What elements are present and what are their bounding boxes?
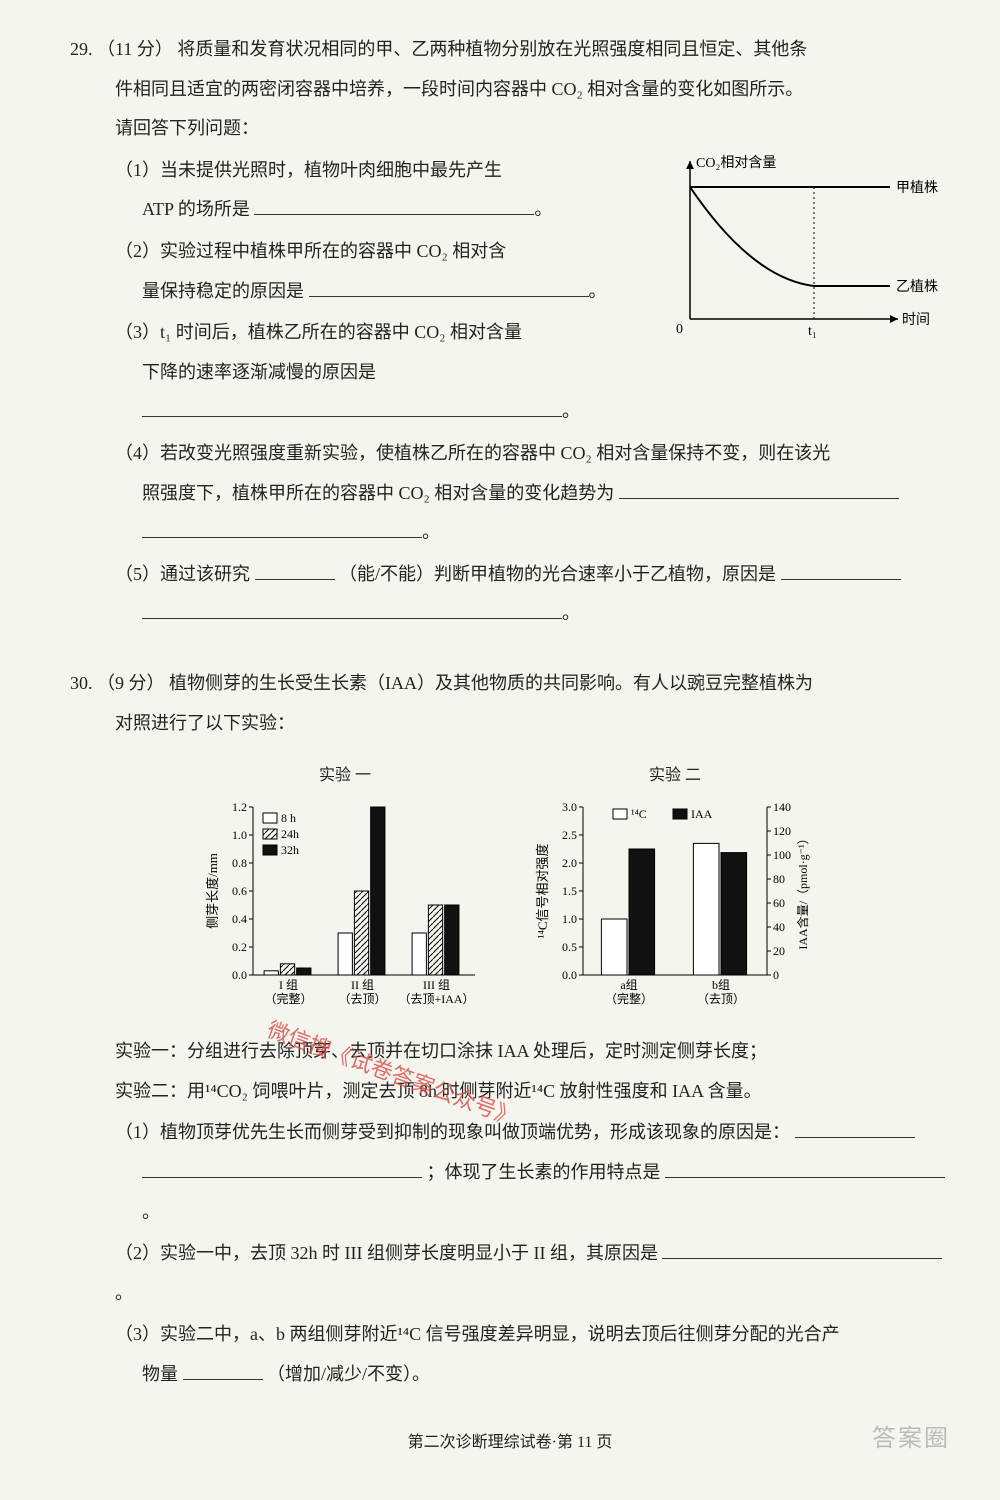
svg-text:IAA: IAA [691, 807, 713, 821]
blank [795, 1117, 915, 1139]
svg-text:0.2: 0.2 [232, 940, 247, 954]
exp2-line: 实验二：用¹⁴CO₂ 饲喂叶片，测定去顶 8h 时侧芽附近¹⁴C 放射性强度和 … [70, 1072, 950, 1112]
q30-p2: （2）实验一中，去顶 32h 时 III 组侧芽长度明显小于 II 组，其原因是 [115, 1243, 658, 1263]
svg-text:0.4: 0.4 [232, 912, 247, 926]
blank [142, 598, 562, 620]
q29-p5a: （5）通过该研究 [115, 564, 250, 584]
q29-p5b: （能/不能）判断甲植物的光合速率小于乙植物，原因是 [339, 564, 776, 584]
svg-text:32h: 32h [281, 843, 299, 857]
blank [662, 1238, 942, 1260]
q30-charts: 实验 一 0.00.20.40.60.81.01.2侧芽长度/mmI 组（完整）… [70, 758, 950, 1017]
svg-text:0: 0 [773, 968, 779, 982]
q29-p4b: 照强度下，植株甲所在的容器中 CO₂ 相对含量的变化趋势为 [142, 483, 614, 503]
q30-stem-a: 植物侧芽的生长受生长素（IAA）及其他物质的共同影响。有人以豌豆完整植株为 [169, 673, 813, 693]
svg-text:2.5: 2.5 [562, 828, 577, 842]
svg-text:140: 140 [773, 800, 791, 814]
q29-stem-a: 将质量和发育状况相同的甲、乙两种植物分别放在光照强度相同且恒定、其他条 [177, 39, 807, 59]
q29-p1b: ATP 的场所是 [142, 199, 250, 219]
blank [309, 275, 589, 297]
q30-p1b: ；体现了生长素的作用特点是 [427, 1162, 661, 1182]
q29-chart: CO₂相对含量时间 0 甲植株乙植株 t₁ [650, 149, 950, 349]
exp1-title: 实验 一 [205, 758, 485, 793]
blank [619, 477, 899, 499]
svg-text:II 组: II 组 [351, 978, 374, 992]
q29-stem-b: 件相同且适宜的两密闭容器中培养，一段时间内容器中 CO₂ 相对含量的变化如图所示… [70, 70, 950, 110]
exp1-line: 实验一：分组进行去除顶芽、去顶并在切口涂抹 IAA 处理后，定时测定侧芽长度； [70, 1032, 950, 1072]
svg-text:24h: 24h [281, 827, 299, 841]
svg-text:（去顶）: （去顶） [339, 992, 387, 1006]
svg-text:0.6: 0.6 [232, 884, 247, 898]
svg-text:时间: 时间 [902, 312, 930, 328]
svg-text:¹⁴C: ¹⁴C [631, 807, 647, 821]
blank [142, 396, 562, 418]
footer-text: 第二次诊断理综试卷·第 11 页 [408, 1434, 613, 1451]
svg-text:8 h: 8 h [281, 811, 296, 825]
svg-text:20: 20 [773, 944, 785, 958]
exp2-title: 实验 二 [535, 758, 815, 793]
q30-p3c: （增加/减少/不变）。 [267, 1364, 430, 1384]
blank [781, 558, 901, 580]
svg-text:40: 40 [773, 920, 785, 934]
svg-text:¹⁴C信号相对强度: ¹⁴C信号相对强度 [535, 844, 550, 939]
blank [665, 1156, 945, 1178]
svg-text:（完整）: （完整） [605, 991, 653, 1006]
q29-p2b: 量保持稳定的原因是 [142, 281, 304, 301]
svg-text:60: 60 [773, 896, 785, 910]
svg-text:乙植株: 乙植株 [896, 279, 938, 295]
svg-text:a组: a组 [620, 978, 637, 992]
svg-text:0.0: 0.0 [562, 968, 577, 982]
svg-text:CO₂相对含量: CO₂相对含量 [696, 155, 776, 171]
q29-points: （11 分） [97, 39, 173, 59]
q29-p4a: （4）若改变光照强度重新实验，使植株乙所在的容器中 CO₂ 相对含量保持不变，则… [70, 434, 950, 474]
svg-text:100: 100 [773, 848, 791, 862]
question-30: 30. （9 分） 植物侧芽的生长受生长素（IAA）及其他物质的共同影响。有人以… [70, 664, 950, 1395]
blank [255, 558, 335, 580]
blank [183, 1358, 263, 1380]
svg-text:（去顶）: （去顶） [697, 992, 745, 1006]
svg-text:b组: b组 [712, 978, 730, 992]
svg-text:80: 80 [773, 872, 785, 886]
svg-text:I 组: I 组 [279, 978, 298, 992]
svg-text:1.0: 1.0 [232, 828, 247, 842]
blank [254, 194, 534, 216]
svg-text:0.5: 0.5 [562, 940, 577, 954]
svg-text:1.5: 1.5 [562, 884, 577, 898]
svg-text:0.0: 0.0 [232, 968, 247, 982]
question-29: 29. （11 分） 将质量和发育状况相同的甲、乙两种植物分别放在光照强度相同且… [70, 30, 950, 634]
q29-stem-c: 请回答下列问题： [70, 109, 950, 149]
q30-p1a: （1）植物顶芽优先生长而侧芽受到抑制的现象叫做顶端优势，形成该现象的原因是： [115, 1122, 790, 1142]
q29-p3b: 下降的速率逐渐减慢的原因是 [142, 362, 376, 382]
footer: 第二次诊断理综试卷·第 11 页 答案圈 [70, 1425, 950, 1460]
blank [142, 1156, 422, 1178]
q29-num: 29. [70, 39, 93, 59]
svg-text:120: 120 [773, 824, 791, 838]
svg-text:3.0: 3.0 [562, 800, 577, 814]
blank [142, 517, 422, 539]
footer-right: 答案圈 [872, 1413, 950, 1466]
svg-text:侧芽长度/mm: 侧芽长度/mm [205, 853, 220, 929]
q30-num: 30. [70, 673, 93, 693]
svg-text:（完整）: （完整） [265, 991, 313, 1006]
svg-text:甲植株: 甲植株 [896, 180, 938, 196]
svg-text:2.0: 2.0 [562, 856, 577, 870]
q30-points: （9 分） [97, 673, 165, 693]
q30-stem-b: 对照进行了以下实验： [70, 704, 950, 744]
svg-text:III 组: III 组 [423, 978, 450, 992]
svg-text:1.2: 1.2 [232, 800, 247, 814]
svg-text:t₁: t₁ [808, 324, 817, 339]
svg-text:IAA含量/（pmol·g⁻¹）: IAA含量/（pmol·g⁻¹） [795, 833, 810, 950]
svg-text:（去顶+IAA）: （去顶+IAA） [398, 992, 474, 1006]
svg-text:0.8: 0.8 [232, 856, 247, 870]
q30-p3a: （3）实验二中，a、b 两组侧芽附近¹⁴C 信号强度差异明显，说明去顶后往侧芽分… [70, 1315, 950, 1355]
svg-text:1.0: 1.0 [562, 912, 577, 926]
q30-p3b: 物量 [142, 1364, 178, 1384]
svg-text:0: 0 [676, 322, 683, 337]
